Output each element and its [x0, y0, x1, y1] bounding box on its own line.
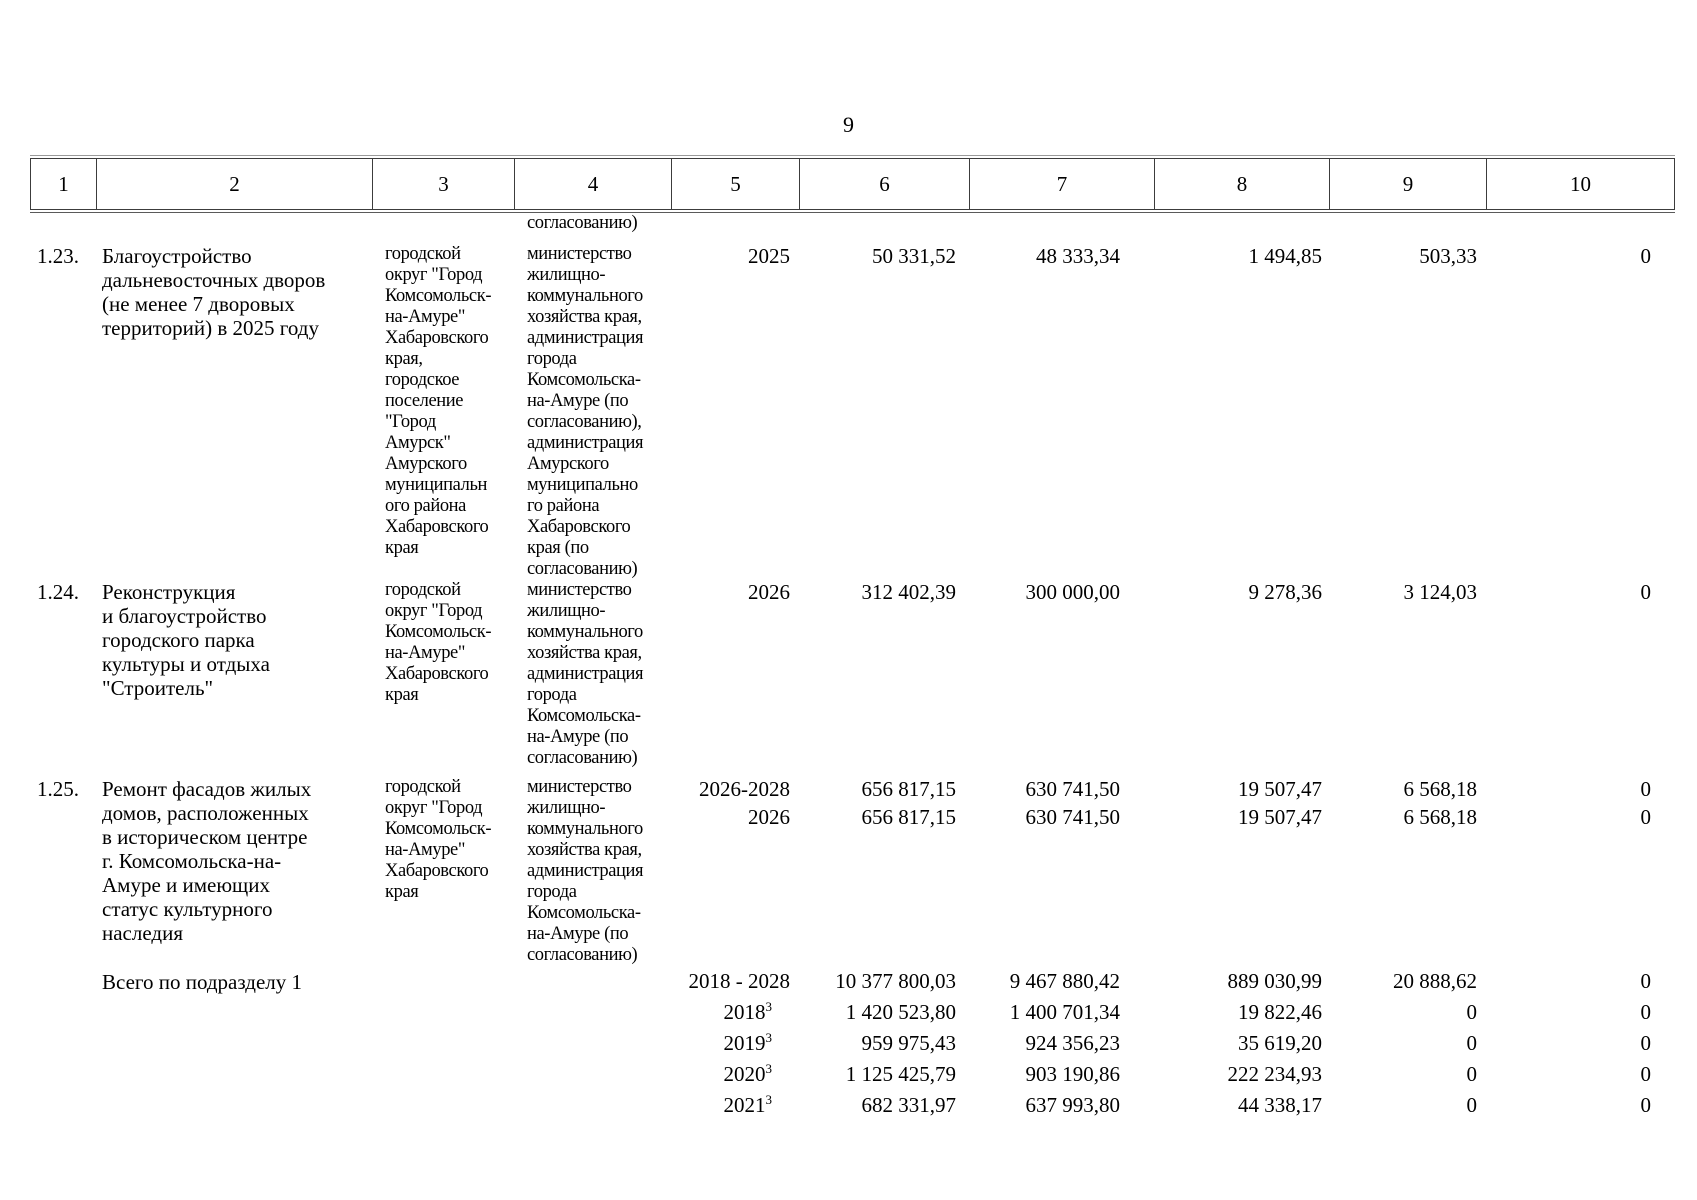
amount-total: 656 817,15 — [861, 777, 957, 801]
subtotal-years: 20203 — [723, 1061, 773, 1086]
subtotal-regional: 44 338,17 — [1238, 1093, 1322, 1117]
amount-total: 312 402,39 — [861, 580, 957, 604]
column-header-7: 7 — [970, 158, 1155, 210]
subtotal-federal: 9 467 880,42 — [1009, 969, 1120, 993]
territory: городской округ "Город Комсомольск- на-А… — [385, 777, 492, 902]
amount-local: 503,33 — [1419, 244, 1477, 268]
column-header-1: 1 — [30, 158, 97, 210]
amount-local: 6 568,18 — [1403, 805, 1478, 829]
subtotal-local: 0 — [1466, 1093, 1478, 1117]
subtotal-years: 20183 — [723, 999, 773, 1024]
period-years: 2026 — [748, 805, 790, 829]
subtotal-total: 1 420 523,80 — [845, 1000, 956, 1024]
subtotal-federal: 637 993,80 — [1025, 1093, 1121, 1117]
column-header-6: 6 — [800, 158, 970, 210]
subtotal-local: 20 888,62 — [1393, 969, 1477, 993]
footnote-marker: 3 — [765, 1061, 773, 1076]
executors-continuation-text: согласованию) — [527, 213, 638, 233]
subtotal-regional: 35 619,20 — [1238, 1031, 1322, 1055]
row-number: 1.25. — [37, 777, 79, 801]
activity-name: Реконструкция и благоустройство городско… — [102, 580, 270, 700]
amount-regional: 9 278,36 — [1248, 580, 1323, 604]
subtotal-local: 0 — [1466, 1031, 1478, 1055]
amount-other: 0 — [1640, 580, 1652, 604]
footnote-marker: 3 — [765, 999, 773, 1014]
column-header-8: 8 — [1155, 158, 1330, 210]
subtotal-regional: 889 030,99 — [1227, 969, 1323, 993]
subtotal-regional: 222 234,93 — [1227, 1062, 1323, 1086]
subtotal-other: 0 — [1640, 1093, 1652, 1117]
row-number: 1.23. — [37, 244, 79, 268]
table-body: согласованию) 1.23. Благоустройство даль… — [30, 213, 1675, 1121]
subtotal-regional: 19 822,46 — [1238, 1000, 1322, 1024]
executors: министерство жилищно- коммунального хозя… — [527, 244, 644, 579]
subtotal-total: 959 975,43 — [861, 1031, 957, 1055]
period-years: 2026 — [748, 580, 790, 604]
subtotal-federal: 1 400 701,34 — [1009, 1000, 1120, 1024]
amount-federal: 48 333,34 — [1036, 244, 1120, 268]
column-header-3: 3 — [373, 158, 515, 210]
amount-total: 656 817,15 — [861, 805, 957, 829]
column-header-10: 10 — [1487, 158, 1675, 210]
column-header-4: 4 — [515, 158, 672, 210]
column-header-9: 9 — [1330, 158, 1487, 210]
subtotal-local: 0 — [1466, 1000, 1478, 1024]
column-header-5: 5 — [672, 158, 800, 210]
amount-regional: 1 494,85 — [1248, 244, 1323, 268]
amount-local: 6 568,18 — [1403, 777, 1478, 801]
footnote-marker: 3 — [765, 1092, 773, 1107]
amount-other: 0 — [1640, 805, 1652, 829]
amount-total: 50 331,52 — [872, 244, 956, 268]
amount-federal: 630 741,50 — [1025, 777, 1121, 801]
amount-federal: 630 741,50 — [1025, 805, 1121, 829]
subtotal-row: Всего по подразделу 1 2018 - 2028 20183 … — [30, 966, 1675, 1121]
row-number: 1.24. — [37, 580, 79, 604]
period-years: 2026-2028 — [699, 777, 790, 801]
table-column-header-row: 1 2 3 4 5 6 7 8 9 10 — [30, 155, 1675, 213]
subtotal-federal: 924 356,23 — [1025, 1031, 1121, 1055]
activity-name: Благоустройство дальневосточных дворов (… — [102, 244, 326, 340]
subtotal-total: 10 377 800,03 — [835, 969, 956, 993]
amount-other: 0 — [1640, 777, 1652, 801]
amount-other: 0 — [1640, 244, 1652, 268]
subtotal-years: 20213 — [723, 1092, 773, 1117]
subtotal-other: 0 — [1640, 1062, 1652, 1086]
period-years: 2025 — [748, 244, 790, 268]
amount-local: 3 124,03 — [1403, 580, 1478, 604]
subtotal-other: 0 — [1640, 1031, 1652, 1055]
executors: министерство жилищно- коммунального хозя… — [527, 777, 644, 965]
territory: городской округ "Город Комсомольск- на-А… — [385, 580, 492, 705]
table-row: 1.23. Благоустройство дальневосточных дв… — [30, 244, 1675, 580]
table-row: 1.24. Реконструкция и благоустройство го… — [30, 580, 1675, 769]
subtotal-other: 0 — [1640, 969, 1652, 993]
page-number: 9 — [843, 112, 854, 137]
subtotal-years: 20193 — [723, 1030, 773, 1055]
subtotal-years: 2018 - 2028 — [688, 969, 791, 993]
amount-federal: 300 000,00 — [1025, 580, 1121, 604]
subtotal-total: 682 331,97 — [861, 1093, 957, 1117]
subtotal-federal: 903 190,86 — [1025, 1062, 1121, 1086]
territory: городской округ "Город Комсомольск- на-А… — [385, 244, 492, 558]
executors: министерство жилищно- коммунального хозя… — [527, 580, 644, 768]
amount-regional: 19 507,47 — [1238, 777, 1322, 801]
subtotal-other: 0 — [1640, 1000, 1652, 1024]
subtotal-label: Всего по подразделу 1 — [102, 970, 303, 994]
column-header-2: 2 — [97, 158, 373, 210]
subtotal-total: 1 125 425,79 — [845, 1062, 956, 1086]
activity-name: Ремонт фасадов жилых домов, расположенны… — [102, 777, 312, 945]
table-row: 1.25. Ремонт фасадов жилых домов, распол… — [30, 777, 1675, 966]
table-row-continuation: согласованию) — [30, 213, 1675, 234]
amount-regional: 19 507,47 — [1238, 805, 1322, 829]
footnote-marker: 3 — [765, 1030, 773, 1045]
subtotal-local: 0 — [1466, 1062, 1478, 1086]
